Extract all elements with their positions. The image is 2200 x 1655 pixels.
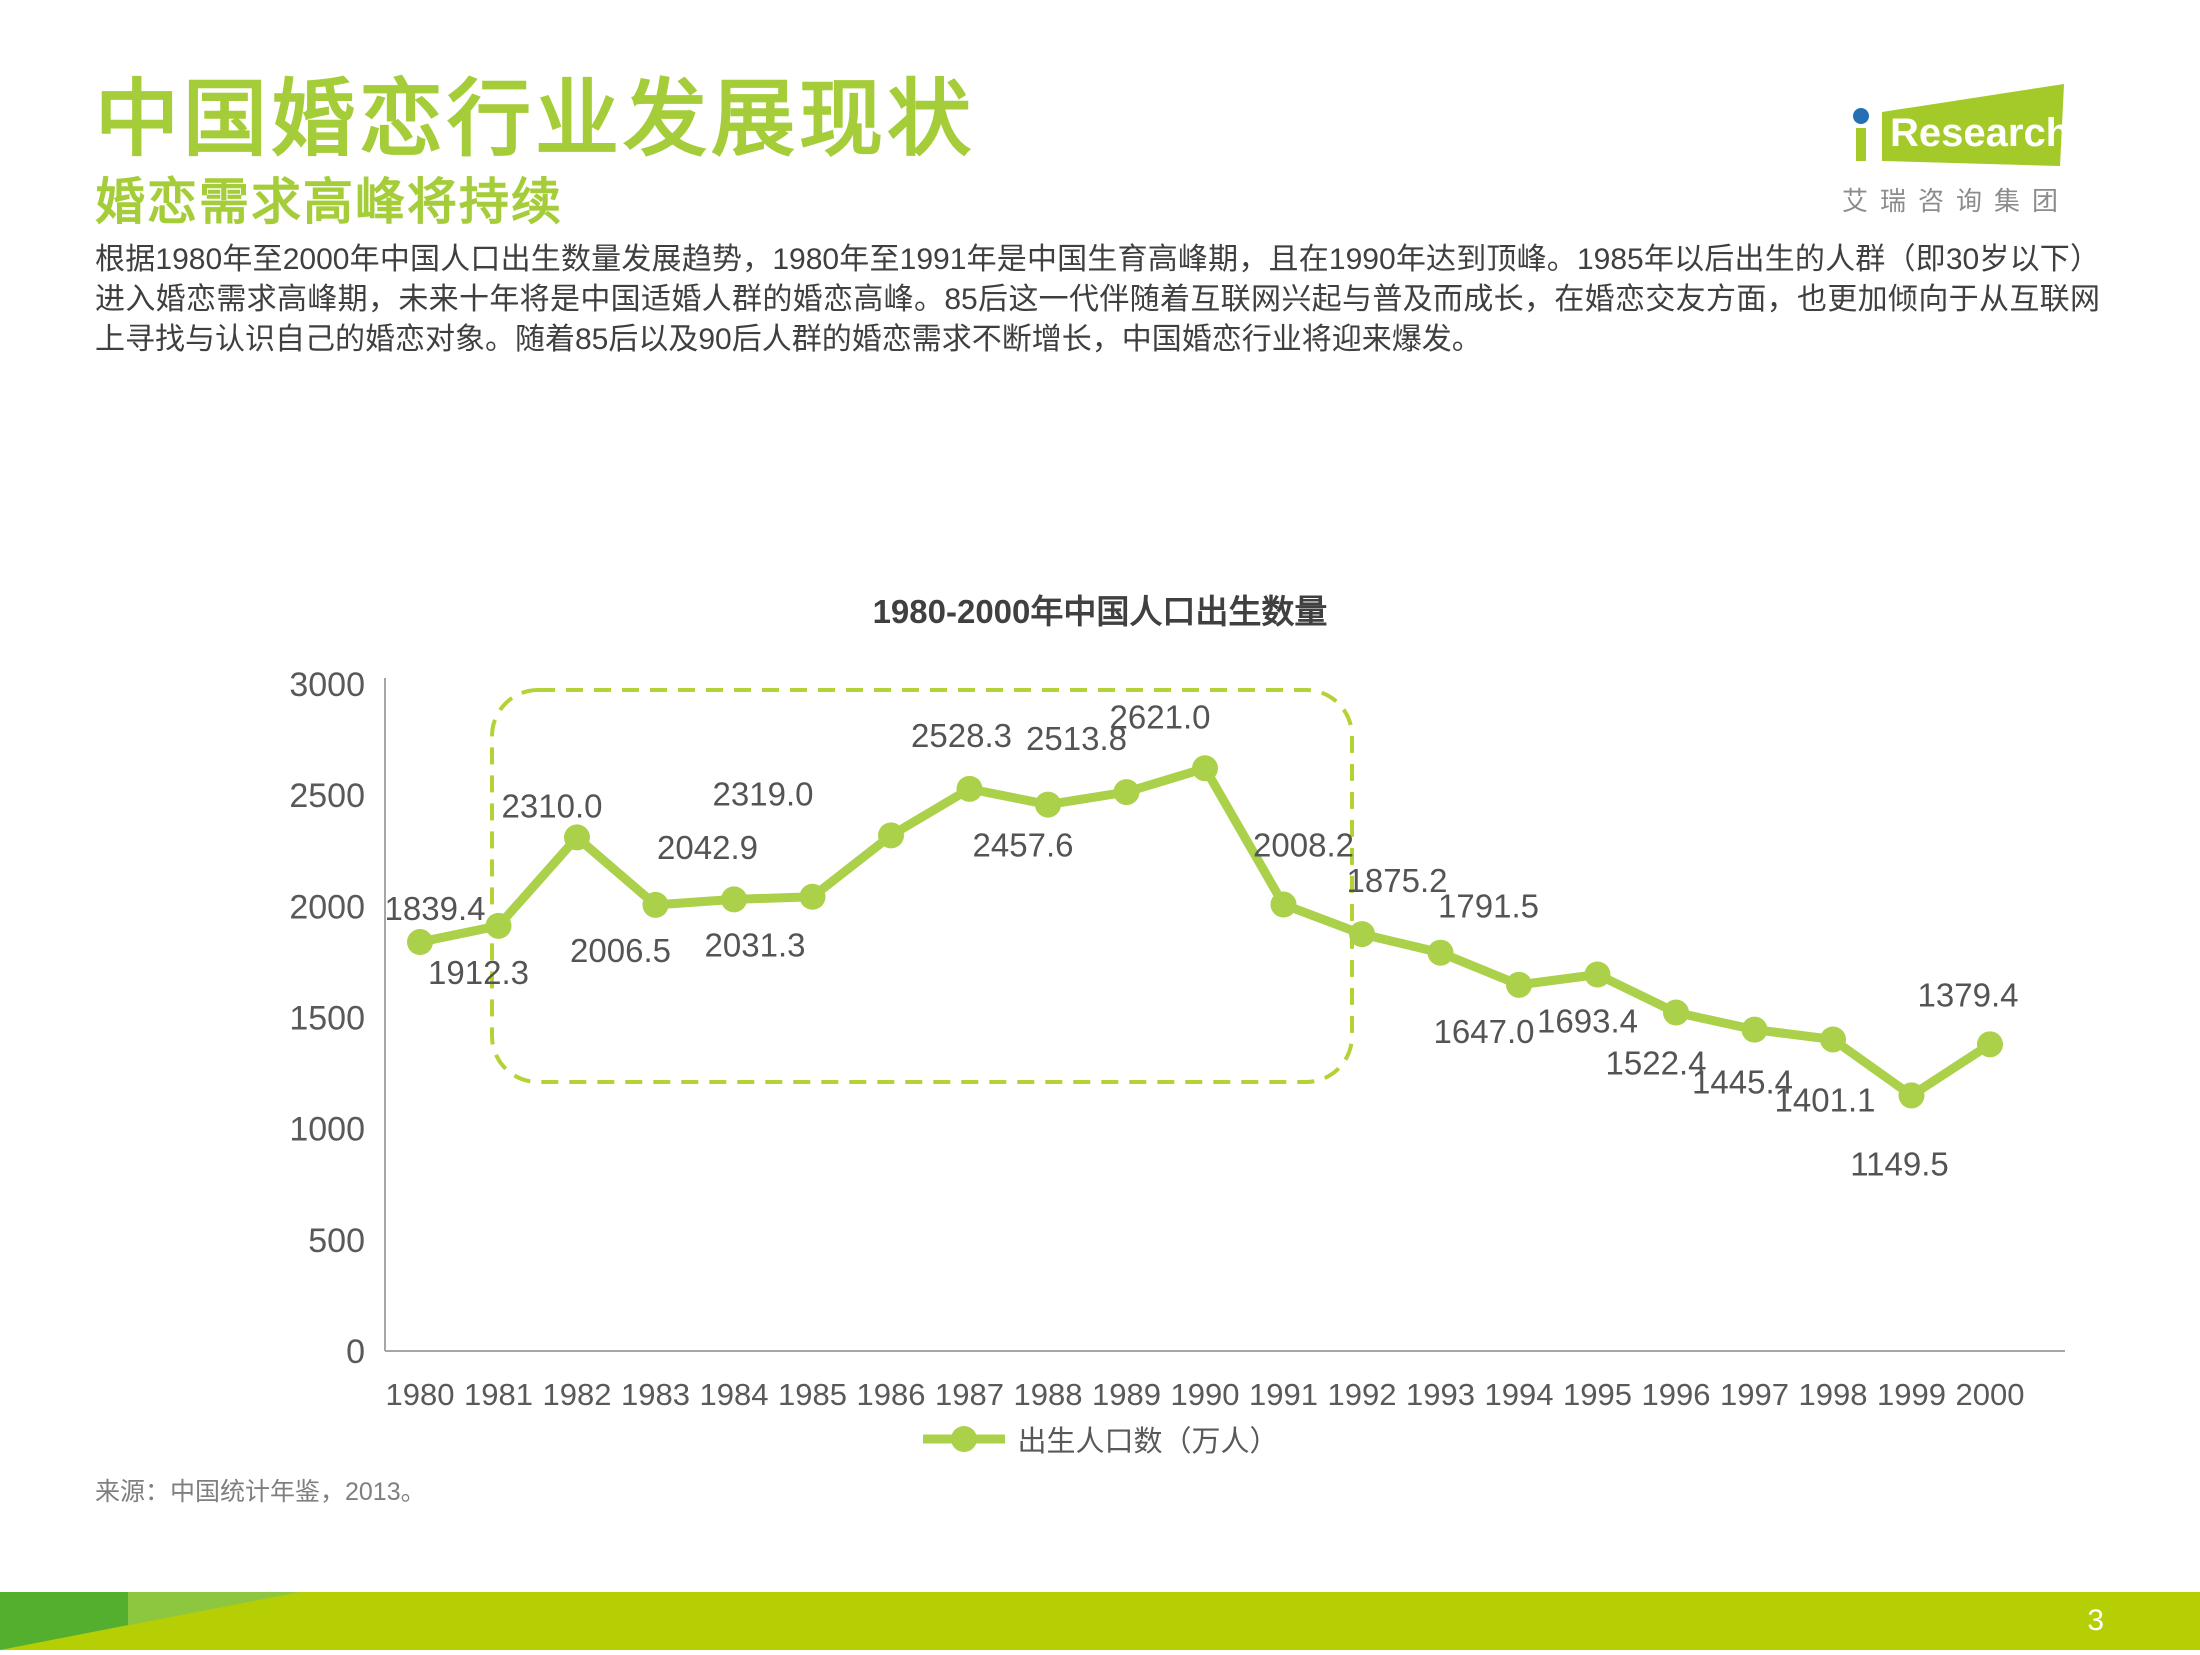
data-point-label: 1647.0 [1434, 1013, 1535, 1050]
data-point [1427, 939, 1454, 966]
footer-dark-green-block [0, 1592, 128, 1650]
data-point [1741, 1016, 1768, 1043]
x-axis-tick-label: 1981 [464, 1377, 533, 1412]
data-point [1977, 1031, 2003, 1058]
data-point-label: 1379.4 [1918, 976, 2019, 1013]
x-axis-tick-label: 1995 [1563, 1377, 1632, 1412]
x-axis-tick-label: 1993 [1406, 1377, 1475, 1412]
data-point-label: 2042.9 [657, 829, 758, 866]
data-point [485, 912, 512, 939]
chart-legend: 出生人口数（万人） [0, 1418, 2200, 1460]
data-point [1270, 891, 1297, 918]
data-point-label: 2008.2 [1253, 827, 1354, 864]
footer-bar [0, 1592, 2200, 1650]
data-point [1663, 999, 1689, 1026]
x-axis-tick-label: 1986 [857, 1377, 926, 1412]
data-point [564, 824, 590, 851]
logo-subtext: 艾瑞咨询集团 [1842, 186, 2071, 216]
x-axis-tick-label: 1982 [543, 1377, 612, 1412]
highlight-box [490, 688, 1354, 1084]
logo-trapezoid [1882, 84, 2064, 166]
data-point-label: 2006.5 [570, 932, 671, 969]
x-axis-tick-label: 1980 [386, 1377, 455, 1412]
data-point [878, 822, 904, 849]
iresearch-logo: Research 艾瑞咨询集团 [1842, 70, 2092, 216]
y-axis-tick-label: 2000 [289, 888, 365, 926]
data-point-label: 1791.5 [1438, 888, 1539, 925]
x-axis-tick-label: 1989 [1092, 1377, 1161, 1412]
iresearch-logo-graphic: Research [1853, 84, 2070, 166]
legend-marker-icon [923, 1426, 1006, 1452]
data-point [407, 929, 433, 956]
birth-population-chart: 0 500 1000 1500 2000 2500 3000 1980 1981 1982 1983… [289, 666, 2065, 1412]
data-point-label: 2528.3 [911, 717, 1012, 754]
x-axis-tick-label: 1991 [1249, 1377, 1318, 1412]
x-axis-tick-label: 1997 [1720, 1377, 1789, 1412]
y-axis-tick-label: 3000 [289, 666, 365, 704]
logo-wordmark: Research [1890, 111, 2070, 155]
intro-paragraph: 根据1980年至2000年中国人口出生数量发展趋势，1980年至1991年是中国… [95, 243, 2100, 356]
data-point [1113, 779, 1140, 806]
y-axis-tick-label: 1500 [289, 1000, 365, 1038]
data-point-label: 1912.3 [428, 954, 529, 991]
x-axis-tick-label: 1996 [1642, 1377, 1711, 1412]
legend-dot [951, 1426, 978, 1452]
data-point-label: 2319.0 [713, 775, 814, 812]
page-title: 中国婚恋行业发展现状 [95, 72, 976, 166]
logo-i-dot-icon [1853, 108, 1869, 124]
data-point-label: 1445.4 [1692, 1064, 1793, 1101]
data-point-label: 2031.3 [705, 926, 806, 963]
x-axis-tick-label: 1990 [1171, 1377, 1240, 1412]
data-point-label: 1693.4 [1537, 1003, 1638, 1040]
logo-i-stem-icon [1856, 128, 1866, 161]
legend-label: 出生人口数（万人） [1017, 1426, 1279, 1458]
data-point [956, 775, 983, 802]
x-axis-tick-label: 1983 [621, 1377, 690, 1412]
page-number: 3 [2087, 1604, 2104, 1637]
page-subtitle: 婚恋需求高峰将持续 [95, 174, 563, 230]
x-axis-tick-label: 1999 [1877, 1377, 1946, 1412]
data-point-label: 2621.0 [1110, 698, 1211, 735]
data-point-label: 1875.2 [1347, 862, 1448, 899]
data-point [721, 886, 747, 913]
data-point [1506, 971, 1532, 998]
data-point-label: 2310.0 [502, 787, 603, 824]
x-axis-tick-label: 1998 [1799, 1377, 1868, 1412]
data-point [1035, 791, 1061, 818]
footer-decoration [0, 1592, 300, 1650]
y-axis-tick-label: 2500 [289, 777, 365, 815]
data-point-label: 2457.6 [973, 827, 1074, 864]
x-axis-tick-label: 2000 [1956, 1377, 2025, 1412]
x-axis-tick-label: 1987 [935, 1377, 1004, 1412]
source-note: 来源：中国统计年鉴，2013。 [95, 1478, 426, 1506]
x-axis-tick-label: 1984 [700, 1377, 769, 1412]
data-point [1349, 921, 1375, 948]
data-point [1898, 1082, 1925, 1109]
x-axis-tick-label: 1985 [778, 1377, 847, 1412]
y-axis-tick-label: 1000 [289, 1111, 365, 1149]
data-point [642, 891, 669, 918]
data-point-label: 1401.1 [1775, 1081, 1876, 1118]
data-point-label: 1839.4 [385, 890, 486, 927]
x-axis-tick-label: 1988 [1014, 1377, 1083, 1412]
y-axis-tick-label: 500 [308, 1222, 365, 1260]
x-axis-tick-label: 1994 [1485, 1377, 1554, 1412]
data-point [799, 883, 826, 910]
y-axis-tick-label: 0 [346, 1333, 365, 1371]
data-point-label: 1149.5 [1850, 1145, 1948, 1182]
data-point-label: 1522.4 [1606, 1045, 1707, 1082]
x-axis-tick-label: 1992 [1328, 1377, 1397, 1412]
data-point [1192, 755, 1218, 782]
data-point-label: 2513.8 [1026, 720, 1127, 757]
chart-title: 1980-2000年中国人口出生数量 [872, 593, 1328, 630]
data-point [1584, 961, 1611, 988]
data-point [1820, 1026, 1846, 1053]
